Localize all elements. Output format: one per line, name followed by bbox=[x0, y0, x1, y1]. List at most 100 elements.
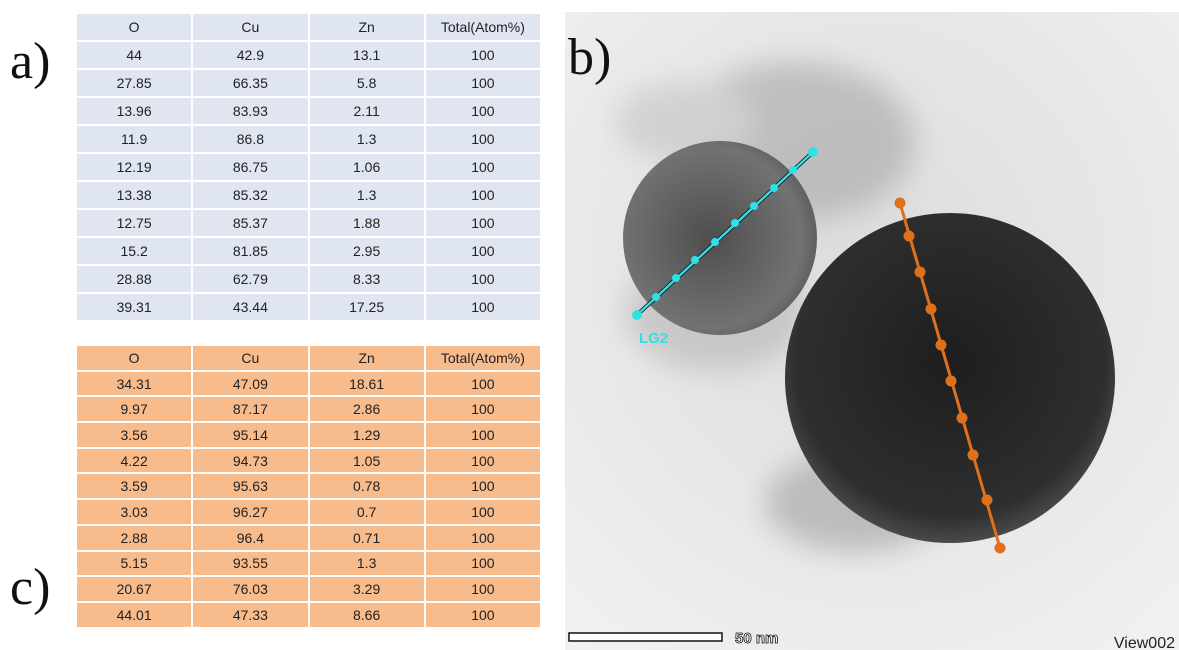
data-row: 34.31 47.09 18.61 100 bbox=[74, 369, 543, 398]
cell: 2.88 bbox=[74, 523, 194, 552]
panel-label: a) bbox=[10, 33, 51, 90]
header-cell: Zn bbox=[307, 344, 426, 372]
cell: 47.33 bbox=[191, 600, 310, 629]
cell: 3.03 bbox=[74, 498, 194, 526]
panel-label: c) bbox=[10, 559, 51, 616]
data-row: 28.88 62.79 8.33 100 bbox=[74, 264, 543, 294]
cell: 96.27 bbox=[191, 498, 310, 526]
data-row: 3.56 95.14 1.29 100 bbox=[74, 421, 543, 449]
data-row: 11.9 86.8 1.3 100 bbox=[74, 124, 543, 154]
cell: 12.75 bbox=[74, 208, 194, 238]
cell: 0.78 bbox=[307, 472, 426, 501]
micrograph: LG2 50 nm View002 bbox=[565, 12, 1179, 650]
cell: 9.97 bbox=[74, 395, 194, 424]
data-row: 44.01 47.33 8.66 100 bbox=[74, 600, 543, 629]
header-cell: Total(Atom%) bbox=[423, 12, 543, 42]
cell: 15.2 bbox=[74, 236, 194, 266]
cell: 81.85 bbox=[191, 236, 310, 266]
cell: 1.3 bbox=[307, 124, 426, 154]
cell: 1.06 bbox=[307, 152, 426, 182]
cell: 3.59 bbox=[74, 472, 194, 501]
data-row: 27.85 66.35 5.8 100 bbox=[74, 68, 543, 98]
cell: 43.44 bbox=[191, 292, 310, 322]
data-row: 13.38 85.32 1.3 100 bbox=[74, 180, 543, 210]
cell: 85.37 bbox=[191, 208, 310, 238]
cell: 86.75 bbox=[191, 152, 310, 182]
header-cell: Total(Atom%) bbox=[423, 344, 543, 372]
table-a: O Cu Zn Total(Atom%) 44 42.9 13.1 100 27.85 66.35… bbox=[74, 12, 543, 322]
cell: 8.66 bbox=[307, 600, 426, 629]
cell: 100 bbox=[423, 264, 543, 294]
cell: 12.19 bbox=[74, 152, 194, 182]
data-row: 2.88 96.4 0.71 100 bbox=[74, 523, 543, 552]
panel-label: b) bbox=[568, 29, 612, 86]
cell: 100 bbox=[423, 152, 543, 182]
cell: 100 bbox=[423, 40, 543, 70]
cell: 42.9 bbox=[191, 40, 310, 70]
cell: 100 bbox=[423, 575, 543, 603]
cell: 2.95 bbox=[307, 236, 426, 266]
data-row: 9.97 87.17 2.86 100 bbox=[74, 395, 543, 424]
cell: 95.14 bbox=[191, 421, 310, 449]
cell: 100 bbox=[423, 208, 543, 238]
cell: 87.17 bbox=[191, 395, 310, 424]
cell: 100 bbox=[423, 68, 543, 98]
cell: 0.71 bbox=[307, 523, 426, 552]
cell: 95.63 bbox=[191, 472, 310, 501]
header-cell: Cu bbox=[191, 12, 310, 42]
cell: 3.29 bbox=[307, 575, 426, 603]
line-scan-orange bbox=[894, 197, 1006, 554]
cell: 86.8 bbox=[191, 124, 310, 154]
cell: 83.93 bbox=[191, 96, 310, 126]
cell: 27.85 bbox=[74, 68, 194, 98]
scale-bar bbox=[568, 632, 723, 642]
data-row: 3.03 96.27 0.7 100 bbox=[74, 498, 543, 526]
cell: 8.33 bbox=[307, 264, 426, 294]
data-row: 39.31 43.44 17.25 100 bbox=[74, 292, 543, 322]
header-cell: Cu bbox=[191, 344, 310, 372]
cell: 44 bbox=[74, 40, 194, 70]
cell: 39.31 bbox=[74, 292, 194, 322]
cell: 100 bbox=[423, 446, 543, 475]
cell: 18.61 bbox=[307, 369, 426, 398]
cell: 76.03 bbox=[191, 575, 310, 603]
cell: 100 bbox=[423, 600, 543, 629]
cell: 47.09 bbox=[191, 369, 310, 398]
cell: 100 bbox=[423, 124, 543, 154]
cell: 4.22 bbox=[74, 446, 194, 475]
cell: 34.31 bbox=[74, 369, 194, 398]
data-row: 44 42.9 13.1 100 bbox=[74, 40, 543, 70]
cell: 1.05 bbox=[307, 446, 426, 475]
cell: 20.67 bbox=[74, 575, 194, 603]
cell: 13.38 bbox=[74, 180, 194, 210]
table-c: O Cu Zn Total(Atom%) 34.31 47.09 18.61 100 9.97 8… bbox=[74, 344, 543, 629]
cell: 100 bbox=[423, 523, 543, 552]
cell: 13.96 bbox=[74, 96, 194, 126]
cell: 2.86 bbox=[307, 395, 426, 424]
cell: 100 bbox=[423, 549, 543, 578]
cell: 3.56 bbox=[74, 421, 194, 449]
cell: 85.32 bbox=[191, 180, 310, 210]
cell: 1.3 bbox=[307, 549, 426, 578]
cell: 100 bbox=[423, 369, 543, 398]
cell: 100 bbox=[423, 236, 543, 266]
scale-label: 50 nm bbox=[735, 630, 778, 647]
data-row: 4.22 94.73 1.05 100 bbox=[74, 446, 543, 475]
header-row: O Cu Zn Total(Atom%) bbox=[74, 12, 543, 42]
line-scan-cyan bbox=[632, 147, 818, 320]
header-cell: Zn bbox=[307, 12, 426, 42]
header-cell: O bbox=[74, 12, 194, 42]
data-row: 20.67 76.03 3.29 100 bbox=[74, 575, 543, 603]
cell: 100 bbox=[423, 421, 543, 449]
cell: 94.73 bbox=[191, 446, 310, 475]
cell: 0.7 bbox=[307, 498, 426, 526]
data-row: 3.59 95.63 0.78 100 bbox=[74, 472, 543, 501]
data-row: 12.19 86.75 1.06 100 bbox=[74, 152, 543, 182]
data-row: 12.75 85.37 1.88 100 bbox=[74, 208, 543, 238]
line-label: LG2 bbox=[639, 330, 668, 347]
cell: 1.3 bbox=[307, 180, 426, 210]
data-row: 15.2 81.85 2.95 100 bbox=[74, 236, 543, 266]
cell: 17.25 bbox=[307, 292, 426, 322]
cell: 62.79 bbox=[191, 264, 310, 294]
